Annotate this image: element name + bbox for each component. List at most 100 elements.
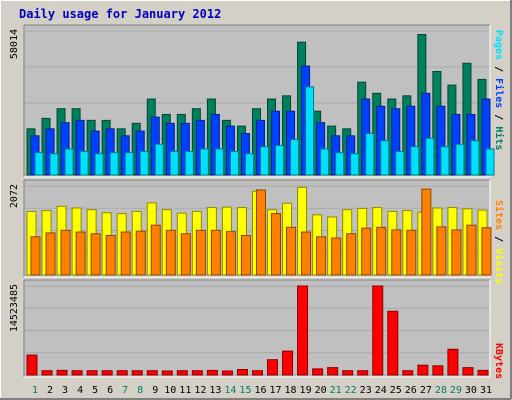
bar-pages-day-8: [139, 150, 149, 176]
legend: KBytes: [493, 343, 504, 379]
bar-pages-day-28: [440, 146, 450, 176]
bar-pages-day-9: [154, 143, 164, 176]
bar-sites-day-25: [391, 229, 402, 276]
bar-sites-day-14: [225, 231, 236, 276]
x-tick-label: 28: [435, 385, 447, 396]
bar-kbytes-day-22: [342, 370, 354, 376]
bar-kbytes-day-5: [86, 370, 98, 376]
bar-sites-day-23: [361, 227, 372, 276]
x-tick-label: 7: [122, 385, 128, 396]
bar-pages-day-12: [199, 148, 209, 176]
bar-sites-day-20: [316, 236, 327, 276]
bar-sites-day-13: [210, 229, 221, 276]
x-tick-label: 8: [137, 385, 143, 396]
bar-pages-day-19: [305, 86, 315, 176]
bar-sites-day-15: [240, 234, 251, 276]
x-tick-label: 24: [375, 385, 387, 396]
bar-sites-day-22: [346, 233, 357, 276]
bar-pages-day-20: [320, 148, 330, 176]
bar-sites-day-30: [466, 224, 477, 276]
bar-kbytes-day-18: [282, 350, 294, 376]
x-tick-label: 14: [224, 385, 236, 396]
bar-pages-day-18: [290, 139, 300, 176]
bar-pages-day-16: [259, 146, 269, 176]
bar-kbytes-day-27: [417, 364, 429, 376]
x-tick-label: 4: [77, 385, 83, 396]
x-tick-label: 25: [390, 385, 402, 396]
x-tick-label: 13: [209, 385, 221, 396]
bar-kbytes-day-16: [251, 370, 263, 376]
bar-kbytes-day-15: [236, 368, 248, 376]
bar-kbytes-day-20: [312, 368, 324, 376]
x-tick-label: 21: [330, 385, 342, 396]
bar-sites-day-1: [30, 236, 41, 276]
bar-sites-day-27: [421, 188, 432, 276]
x-tick-label: 31: [480, 385, 492, 396]
bar-pages-day-13: [214, 148, 224, 176]
bar-kbytes-day-10: [161, 370, 173, 376]
plot-area: [24, 280, 490, 377]
y-max-label: 2072: [9, 184, 20, 208]
bar-sites-day-29: [451, 229, 462, 276]
bar-kbytes-day-26: [402, 370, 414, 376]
bar-kbytes-day-9: [146, 370, 158, 376]
bar-kbytes-day-12: [191, 370, 203, 376]
bar-sites-day-11: [180, 233, 191, 276]
bar-sites-day-10: [165, 229, 176, 276]
bar-kbytes-day-29: [447, 348, 459, 376]
bar-kbytes-day-2: [41, 370, 53, 376]
bar-sites-day-17: [271, 213, 282, 276]
bar-kbytes-day-6: [101, 370, 113, 376]
bar-sites-day-21: [331, 237, 342, 276]
bar-sites-day-5: [90, 233, 101, 276]
bar-sites-day-28: [436, 226, 447, 276]
bar-kbytes-day-28: [432, 365, 444, 376]
bar-pages-day-23: [365, 133, 375, 176]
x-tick-label: 9: [152, 385, 158, 396]
bar-pages-day-17: [275, 144, 285, 176]
bar-pages-day-25: [395, 150, 405, 176]
bar-pages-day-14: [229, 150, 239, 176]
bar-pages-day-27: [425, 137, 435, 176]
bar-pages-day-29: [455, 143, 465, 176]
x-tick-label: 6: [107, 385, 113, 396]
bar-pages-day-11: [184, 150, 194, 176]
bar-kbytes-day-23: [357, 370, 369, 376]
y-max-label: 14523485: [9, 284, 20, 332]
bar-kbytes-day-19: [297, 285, 309, 376]
bar-pages-day-5: [94, 153, 104, 176]
bar-sites-day-7: [120, 231, 131, 276]
bar-kbytes-day-4: [71, 370, 83, 376]
bar-kbytes-day-7: [116, 370, 128, 376]
bar-sites-day-31: [481, 227, 492, 276]
x-tick-label: 19: [300, 385, 312, 396]
bar-kbytes-day-3: [56, 369, 68, 376]
legend: Pages / Files / Hits: [493, 30, 505, 150]
bar-pages-day-22: [350, 153, 360, 176]
bar-pages-day-7: [124, 152, 134, 176]
bar-pages-day-31: [485, 148, 495, 176]
bar-pages-day-3: [64, 148, 74, 176]
x-tick-label: 30: [465, 385, 477, 396]
y-max-label: 58014: [9, 29, 20, 59]
kbytes-panel: 14523485: [9, 279, 491, 378]
bar-kbytes-day-13: [206, 369, 218, 376]
x-tick-label: 16: [254, 385, 266, 396]
bar-sites-day-16: [255, 189, 266, 276]
bar-sites-day-6: [105, 234, 116, 276]
bar-pages-day-6: [109, 152, 119, 176]
bar-kbytes-day-17: [267, 359, 279, 376]
x-tick-label: 11: [179, 385, 191, 396]
bar-sites-day-4: [75, 231, 86, 276]
bar-kbytes-day-1: [26, 354, 38, 376]
legend: Sites / Visits: [493, 200, 505, 284]
x-tick-label: 17: [269, 385, 281, 396]
x-tick-label: 12: [194, 385, 206, 396]
bar-sites-day-9: [150, 224, 161, 276]
x-tick-label: 3: [62, 385, 68, 396]
bar-kbytes-day-21: [327, 367, 339, 376]
bar-pages-day-26: [410, 146, 420, 176]
bar-kbytes-day-24: [372, 285, 384, 376]
bar-sites-day-18: [286, 226, 297, 276]
